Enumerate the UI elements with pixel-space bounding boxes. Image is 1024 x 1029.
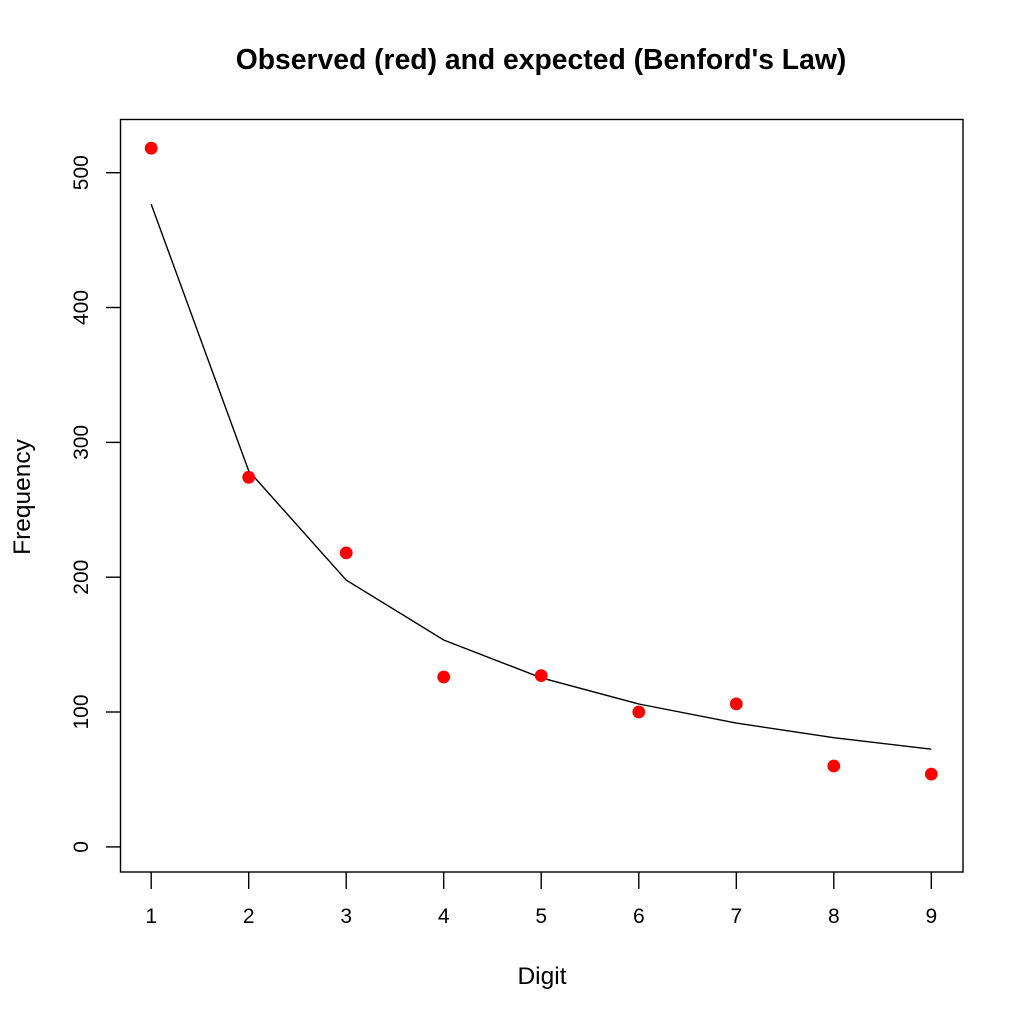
svg-text:500: 500 <box>70 155 93 190</box>
svg-text:0: 0 <box>70 841 93 853</box>
svg-text:1: 1 <box>145 905 157 928</box>
svg-text:2: 2 <box>243 905 255 928</box>
svg-text:7: 7 <box>730 905 742 928</box>
svg-text:400: 400 <box>70 290 93 325</box>
svg-text:6: 6 <box>633 905 645 928</box>
svg-text:4: 4 <box>438 905 450 928</box>
svg-text:Digit: Digit <box>517 963 566 990</box>
svg-text:3: 3 <box>340 905 352 928</box>
svg-text:9: 9 <box>925 905 937 928</box>
svg-text:300: 300 <box>70 425 93 460</box>
svg-text:100: 100 <box>70 694 93 729</box>
svg-text:Frequency: Frequency <box>9 438 36 555</box>
svg-text:200: 200 <box>70 560 93 595</box>
svg-text:Observed (red) and expected (B: Observed (red) and expected (Benford's L… <box>236 43 847 75</box>
svg-text:8: 8 <box>828 905 840 928</box>
svg-text:5: 5 <box>535 905 547 928</box>
